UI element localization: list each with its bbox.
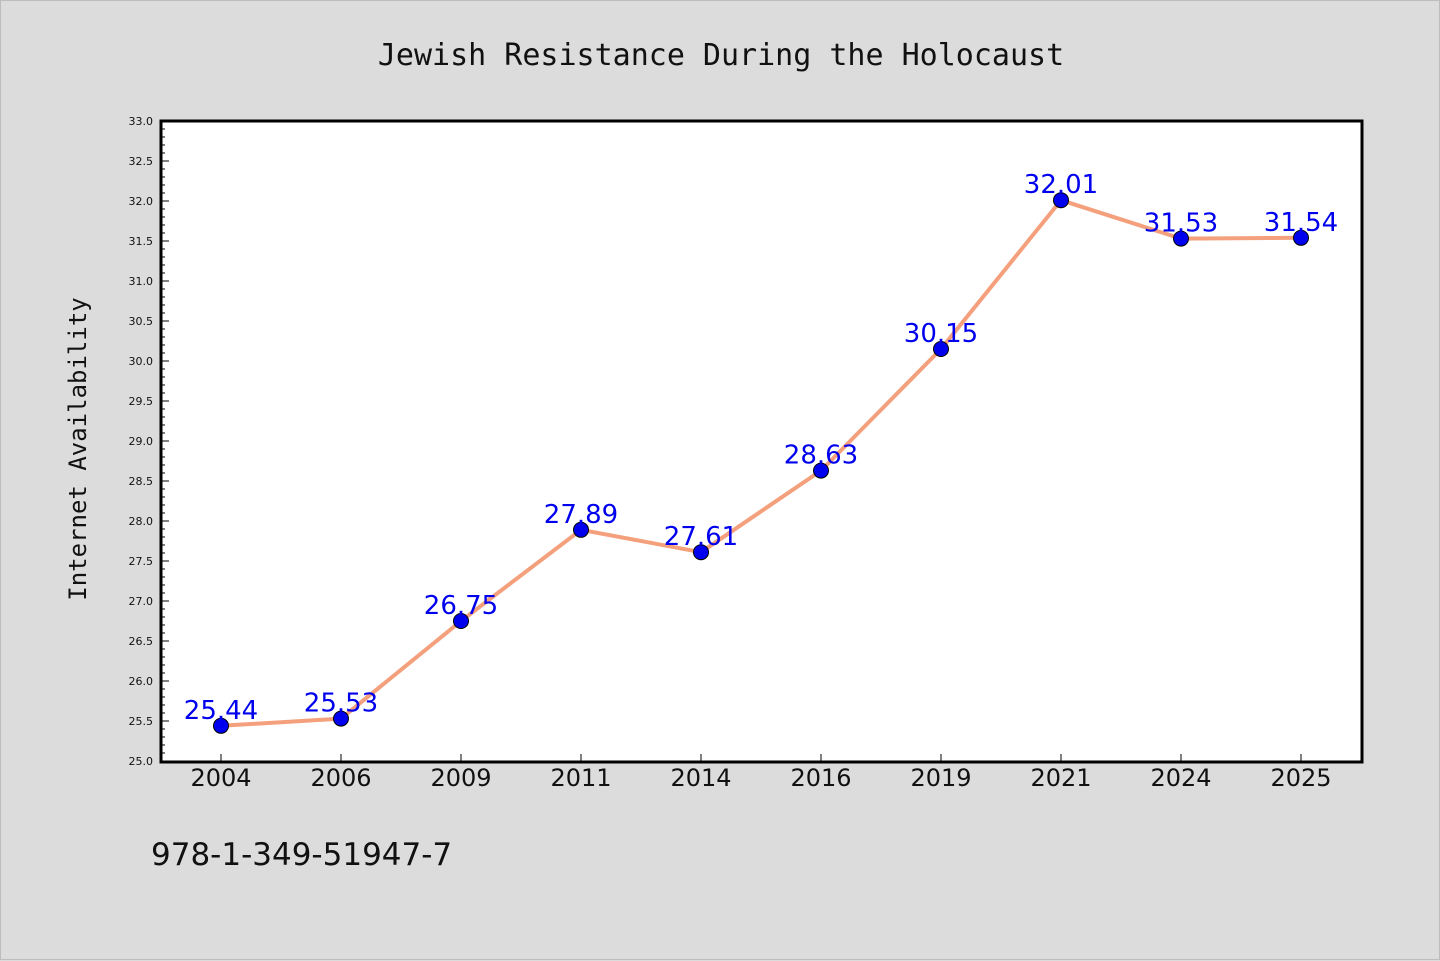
- y-tick-label: 26.5: [129, 635, 154, 648]
- data-point: [1293, 229, 1309, 246]
- y-tick-label: 25.5: [129, 715, 154, 728]
- chart-title: Jewish Resistance During the Holocaust: [378, 38, 1064, 73]
- data-point: [573, 521, 589, 538]
- plot-area: [159, 119, 1364, 764]
- y-tick-label: 27.5: [129, 555, 154, 568]
- x-tick-label: 2009: [430, 764, 491, 792]
- y-tick-label: 32.0: [129, 195, 154, 208]
- y-tick-label: 29.0: [129, 435, 154, 448]
- y-tick-label: 31.0: [129, 275, 154, 288]
- data-label: 26.75: [424, 591, 498, 621]
- data-point: [813, 462, 829, 479]
- y-tick-label: 28.5: [129, 475, 154, 488]
- footer-code: 978-1-349-51947-7: [151, 837, 452, 873]
- series-markers: [213, 192, 1309, 734]
- series-line: [219, 198, 1303, 728]
- y-tick-label: 29.5: [129, 395, 154, 408]
- data-label: 25.53: [304, 689, 378, 719]
- data-point: [1053, 192, 1069, 209]
- x-tick-label: 2016: [790, 764, 851, 792]
- data-label: 30.15: [904, 319, 978, 349]
- data-label: 32.01: [1024, 170, 1098, 200]
- x-tick-label: 2019: [910, 764, 971, 792]
- x-tick-label: 2004: [190, 764, 251, 792]
- data-point: [933, 341, 949, 357]
- data-label: 25.44: [184, 696, 258, 726]
- data-label: 31.53: [1144, 209, 1218, 239]
- y-tick-label: 33.0: [129, 115, 154, 128]
- y-axis-label: Internet Availability: [64, 297, 92, 600]
- y-tick-label: 30.0: [129, 355, 154, 368]
- data-point: [1173, 230, 1189, 247]
- data-point: [693, 544, 709, 561]
- y-tick-label: 31.5: [129, 235, 154, 248]
- x-tick-label: 2011: [550, 764, 611, 792]
- data-label: 27.89: [544, 500, 618, 530]
- data-point: [213, 717, 229, 734]
- y-tick-label: 26.0: [129, 675, 154, 688]
- x-axis-ticks: 2004 2006 2009 2011 2014 2016 2019 2021 2024 2025: [190, 754, 1332, 792]
- data-point: [453, 613, 469, 629]
- series-lines: [219, 198, 1303, 728]
- y-tick-label: 30.5: [129, 315, 154, 328]
- x-tick-label: 2021: [1030, 764, 1091, 792]
- y-tick-label: 28.0: [129, 515, 154, 528]
- x-tick-label: 2025: [1270, 764, 1331, 792]
- x-tick-label: 2014: [670, 764, 731, 792]
- x-tick-label: 2024: [1150, 764, 1211, 792]
- data-label: 31.54: [1264, 208, 1338, 238]
- data-labels: 25.44 25.53 26.75 27.89 27.61 28.63 30.15 32.01…: [184, 170, 1338, 726]
- y-axis-ticks: 25.0 25.5 26.0 26.5 27.0 27.5 28.0 28.5 29.0 29.5…: [129, 115, 169, 768]
- x-tick-label: 2006: [310, 764, 371, 792]
- data-label: 27.61: [664, 522, 738, 552]
- data-label: 28.63: [784, 441, 858, 471]
- data-point: [333, 710, 349, 727]
- y-tick-label: 25.0: [129, 755, 154, 768]
- y-tick-label: 32.5: [129, 155, 154, 168]
- y-tick-label: 27.0: [129, 595, 154, 608]
